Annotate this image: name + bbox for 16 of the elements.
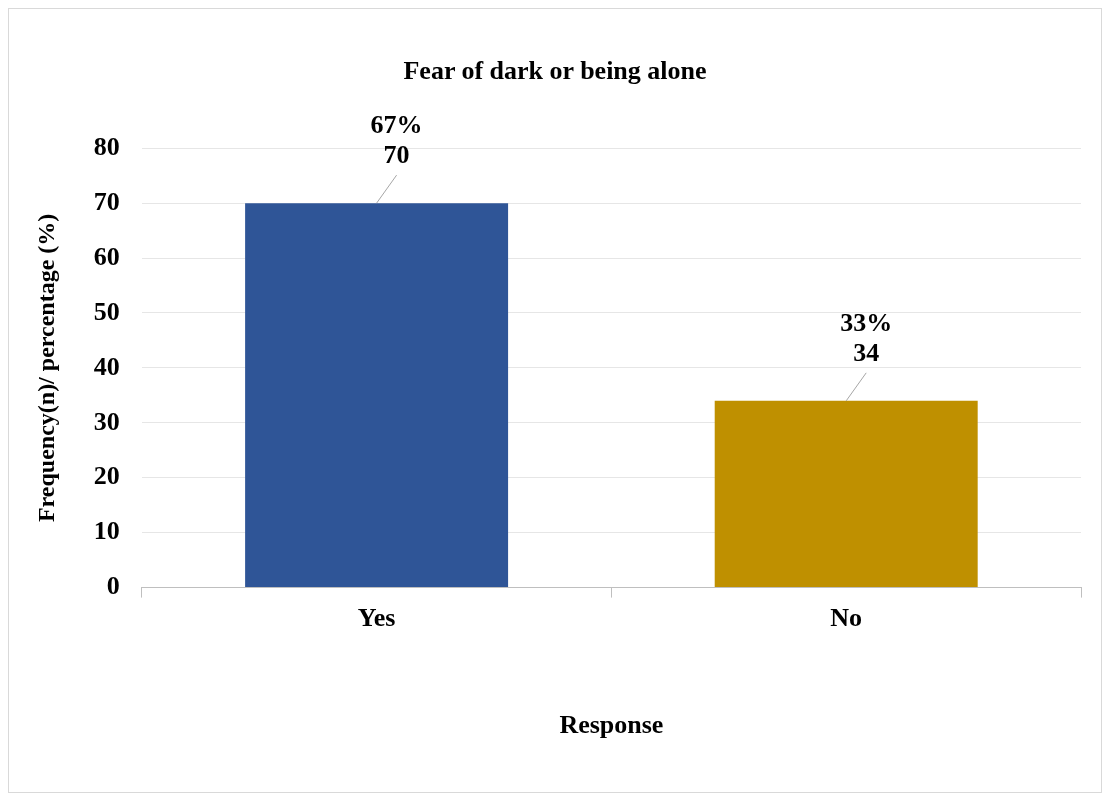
data-label: 33% 34	[840, 307, 893, 367]
y-tick-label: 0	[106, 571, 120, 601]
chart-title: Fear of dark or being alone	[403, 56, 707, 86]
y-tick-label: 80	[93, 131, 120, 161]
y-axis-title: Frequency(n)/ percentage (%)	[32, 213, 59, 523]
y-tick-label: 20	[93, 461, 120, 491]
y-tick-label: 70	[93, 186, 120, 216]
y-tick-label: 50	[93, 296, 120, 326]
y-tick-label: 10	[93, 516, 120, 546]
x-tick-label: Yes	[357, 602, 396, 632]
x-tick-label: No	[830, 602, 863, 632]
data-label: 67% 70	[370, 109, 423, 169]
y-tick-label: 60	[93, 241, 120, 271]
y-tick-label: 40	[93, 351, 120, 381]
x-axis-title: Response	[559, 710, 664, 740]
y-tick-label: 30	[93, 406, 120, 436]
